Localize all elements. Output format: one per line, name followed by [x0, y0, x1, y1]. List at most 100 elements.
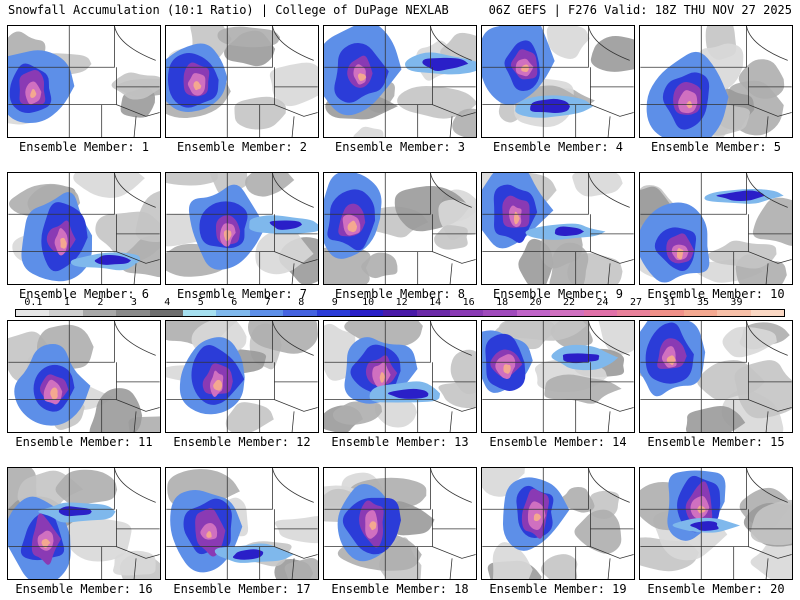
colorbar-tick-label: 35 — [696, 297, 709, 308]
colorbar-tick-label: 7 — [264, 297, 271, 308]
colorbar-tick-label: 6 — [231, 297, 238, 308]
ensemble-member-label: Ensemble Member: 6 — [18, 287, 150, 301]
ensemble-map-panel — [165, 25, 319, 138]
colorbar-tick-label: 4 — [164, 297, 171, 308]
ensemble-map-panel — [481, 25, 635, 138]
ensemble-map-panel — [7, 172, 161, 285]
colorbar-segment — [82, 310, 117, 316]
snowfall-map — [166, 468, 318, 579]
ensemble-member-label: Ensemble Member: 5 — [650, 140, 782, 154]
colorbar-segment — [750, 310, 784, 316]
ensemble-member-label: Ensemble Member: 16 — [15, 582, 153, 596]
colorbar-labels: 0.1 1 2 3 4 5 6 7 8 9 10 12 14 16 18 20 22 24 27 31 35 39 — [15, 297, 785, 309]
colorbar-tick-label: 27 — [629, 297, 643, 308]
colorbar-segment — [149, 310, 183, 316]
ensemble-map-panel — [165, 467, 319, 580]
colorbar-tick-label: 31 — [663, 297, 676, 308]
snowfall-map — [640, 468, 792, 579]
colorbar-segment — [416, 310, 451, 316]
ensemble-member-label: Ensemble Member: 10 — [647, 287, 785, 301]
ensemble-map-panel — [323, 467, 477, 580]
ensemble-map-panel — [639, 320, 793, 433]
ensemble-map-panel — [323, 25, 477, 138]
colorbar-tick-label: 9 — [331, 297, 338, 308]
colorbar-segment — [583, 310, 618, 316]
model-run-info: 06Z GEFS | F276 Valid: 18Z THU NOV 27 20… — [488, 3, 792, 17]
colorbar-tick-label: 18 — [496, 297, 509, 308]
colorbar-tick-label: 8 — [298, 297, 305, 308]
ensemble-map-panel — [7, 25, 161, 138]
colorbar-tick-label: 3 — [130, 297, 137, 308]
colorbar-segment — [216, 310, 250, 316]
ensemble-map-panel — [165, 320, 319, 433]
colorbar-segment — [182, 310, 217, 316]
snowfall-map — [166, 173, 318, 284]
ensemble-member-label: Ensemble Member: 11 — [15, 435, 153, 449]
ensemble-map-panel — [481, 320, 635, 433]
colorbar-segment — [483, 310, 517, 316]
colorbar-tick-label: 12 — [395, 297, 408, 308]
ensemble-member-label: Ensemble Member: 8 — [334, 287, 466, 301]
ensemble-map-panel — [639, 25, 793, 138]
colorbar-segment — [116, 310, 150, 316]
ensemble-map-panel — [323, 172, 477, 285]
ensemble-member-label: Ensemble Member: 12 — [173, 435, 311, 449]
colorbar-segment — [717, 310, 751, 316]
ensemble-member-label: Ensemble Member: 17 — [173, 582, 311, 596]
ensemble-member-label: Ensemble Member: 3 — [334, 140, 466, 154]
snowfall-map — [324, 173, 476, 284]
colorbar-segment — [383, 310, 417, 316]
ensemble-map-panel — [165, 172, 319, 285]
ensemble-member-label: Ensemble Member: 7 — [176, 287, 308, 301]
colorbar-segment — [650, 310, 684, 316]
colorbar-tick-label: 14 — [429, 297, 442, 308]
colorbar-tick-label: 16 — [462, 297, 475, 308]
snowfall-map — [482, 26, 634, 137]
ensemble-map-panel — [7, 467, 161, 580]
map-title: Snowfall Accumulation (10:1 Ratio) | Col… — [8, 3, 449, 17]
ensemble-member-label: Ensemble Member: 14 — [489, 435, 627, 449]
snowfall-map — [640, 173, 792, 284]
ensemble-map-panel — [481, 172, 635, 285]
colorbar-segment — [516, 310, 551, 316]
snowfall-map — [324, 321, 476, 432]
ensemble-member-label: Ensemble Member: 15 — [647, 435, 785, 449]
ensemble-member-label: Ensemble Member: 9 — [492, 287, 624, 301]
snowfall-map — [482, 321, 634, 432]
ensemble-map-panel — [323, 320, 477, 433]
ensemble-member-label: Ensemble Member: 20 — [647, 582, 785, 596]
colorbar-segment — [683, 310, 718, 316]
snowfall-map — [166, 26, 318, 137]
colorbar-tick-label: 24 — [596, 297, 609, 308]
ensemble-map-panel — [639, 172, 793, 285]
snowfall-map — [8, 468, 160, 579]
colorbar-tick-label: 10 — [362, 297, 375, 308]
colorbar-segment — [550, 310, 584, 316]
ensemble-member-label: Ensemble Member: 1 — [18, 140, 150, 154]
snowfall-map — [482, 468, 634, 579]
colorbar-segment — [49, 310, 83, 316]
colorbar-tick-label: 1 — [63, 297, 70, 308]
snowfall-map — [8, 26, 160, 137]
colorbar-tick-label: 20 — [529, 297, 542, 308]
colorbar-tick-label: 5 — [197, 297, 204, 308]
ensemble-member-label: Ensemble Member: 19 — [489, 582, 627, 596]
snowfall-map — [166, 321, 318, 432]
snowfall-map — [324, 468, 476, 579]
colorbar-tick-label: 22 — [563, 297, 576, 308]
colorbar-tick-label: 0.1 — [24, 297, 43, 308]
colorbar-segment — [349, 310, 384, 316]
colorbar-segment — [16, 310, 50, 316]
snowfall-map — [324, 26, 476, 137]
snowfall-colorbar — [15, 309, 785, 317]
colorbar-tick-label: 39 — [730, 297, 743, 308]
ensemble-map-panel — [7, 320, 161, 433]
snowfall-map — [482, 173, 634, 284]
snowfall-map — [640, 26, 792, 137]
colorbar-segment — [316, 310, 350, 316]
ensemble-member-label: Ensemble Member: 18 — [331, 582, 469, 596]
ensemble-member-label: Ensemble Member: 4 — [492, 140, 624, 154]
ensemble-member-label: Ensemble Member: 2 — [176, 140, 308, 154]
ensemble-map-panel — [639, 467, 793, 580]
colorbar-segment — [249, 310, 284, 316]
